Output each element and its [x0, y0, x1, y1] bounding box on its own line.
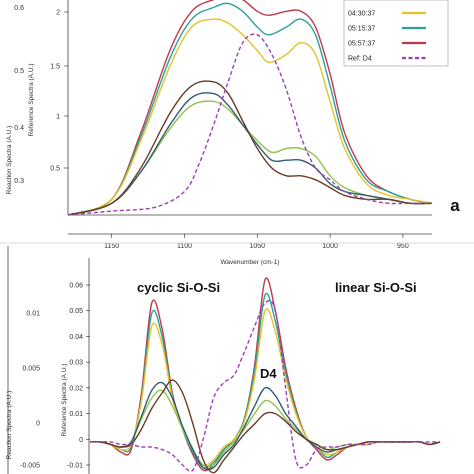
- panel-a-xticks: 1150 1100 1050 1000 950: [104, 234, 409, 250]
- panel-a-ytick-left: 0.3: [14, 178, 24, 185]
- panel-a-ytick-right: 2: [56, 10, 60, 17]
- panel-b-ytick-right: 0: [79, 437, 83, 444]
- panel-b-ytick-right: 0.02: [69, 385, 83, 392]
- panel-b-yticks-right: 0.06 0.05 0.04 0.03 0.02 0.01 0 -0.01: [67, 283, 90, 470]
- panel-b-plot-area: [89, 277, 441, 474]
- legend-label: 05:15:37: [348, 26, 375, 33]
- panel-b-ytick-left: 0.01: [26, 311, 40, 318]
- panel-b-ytick-right: 0.04: [69, 334, 83, 341]
- panel-a-ytick-left: 0.4: [14, 125, 24, 132]
- panel-a-xtick-label: 1100: [177, 243, 192, 250]
- panel-b-ytick-right: 0.03: [69, 360, 83, 367]
- panel-a-ytick-right: 0.5: [50, 166, 60, 173]
- panel-b-ytick-left: -0.005: [20, 463, 40, 470]
- panel-a-series-teal: [67, 2, 433, 216]
- panel-a-legend: 04:30:37 05:15:37 05:57:37 Ref: D4: [343, 0, 449, 67]
- panel-a-ylabel-left: Reaction Spectra (A.U.): [6, 126, 13, 195]
- legend-label: 05:57:37: [348, 41, 375, 48]
- panel-a-ytick-left: 0.5: [14, 68, 24, 75]
- panel-b: Reaction Spectra (A.U.) Reference Spectr…: [6, 246, 441, 474]
- panel-b-series-purple: [90, 299, 440, 473]
- panel-a-ytick-left: 0.6: [14, 5, 24, 12]
- panel-a-ytick-right: 1.5: [50, 64, 60, 71]
- panel-a-xtick-label: 1000: [322, 243, 338, 250]
- panel-a-series-darkteal: [67, 92, 433, 216]
- panel-a-yticks-right: 2 1.5 1 0.5: [50, 10, 68, 173]
- panel-a-xtick-label: 1150: [104, 243, 119, 250]
- panel-a-series-gold: [67, 18, 433, 216]
- panel-a-xtick-label: 1050: [249, 243, 265, 250]
- panel-b-ytick-left: 0.005: [22, 366, 40, 373]
- panel-b-ytick-left: 0: [36, 421, 40, 428]
- panel-b-ylabel-left: Reaction Spectra (A.U.): [6, 391, 13, 460]
- panel-a-series-purple: [67, 33, 433, 216]
- panel-a-ylabel-right: Reference Spectra (A.U.): [28, 64, 35, 137]
- panel-b-ytick-right: 0.01: [69, 411, 83, 418]
- annotation-cyclic: cyclic Si-O-Si: [137, 280, 220, 295]
- panel-a-ytick-right: 1: [56, 114, 60, 121]
- annotation-linear: linear Si-O-Si: [335, 280, 417, 295]
- panel-a-series-red: [67, 0, 433, 216]
- panel-b-yticks-left: 0.01 0.005 0 -0.005: [20, 311, 40, 470]
- panel-a-xtick-label: 950: [397, 243, 409, 250]
- panel-a-yticks-left: 0.3 0.4 0.5 0.6: [14, 5, 24, 185]
- annotation-d4: D4: [260, 366, 277, 381]
- panel-a-plot-area: [67, 0, 433, 216]
- panel-b-ytick-right: -0.01: [67, 463, 83, 470]
- panel-a-xlabel: Wavenumber (cm-1): [221, 259, 280, 266]
- panel-b-ytick-right: 0.06: [69, 283, 83, 290]
- panel-a: Reaction Spectra (A.U.) Reference Spectr…: [6, 0, 460, 266]
- panel-a-label: a: [450, 196, 460, 215]
- panel-b-ytick-right: 0.05: [69, 308, 83, 315]
- panel-b-ylabel-right: Reference Spectra (A.U.): [61, 364, 68, 437]
- legend-label: Ref: D4: [348, 56, 372, 63]
- legend-label: 04:30:37: [348, 11, 375, 18]
